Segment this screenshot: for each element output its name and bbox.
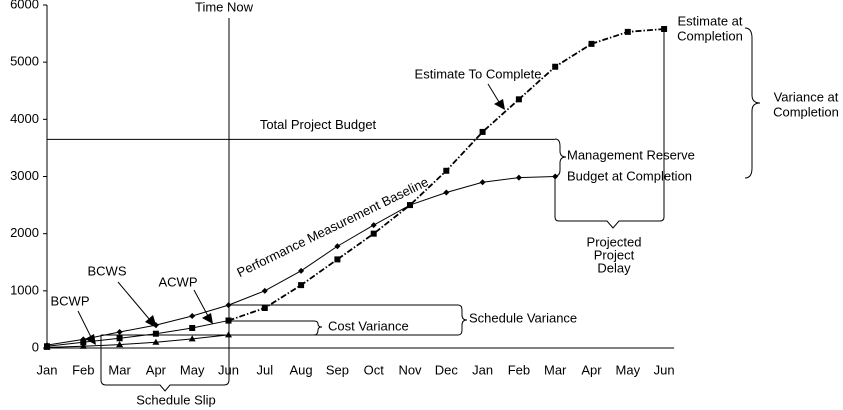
x-tick-label: Oct <box>364 362 385 377</box>
x-tick-label: Dec <box>435 362 459 377</box>
x-tick-label: Apr <box>146 362 167 377</box>
etc-arrow-head <box>494 99 505 110</box>
annotation: Completion <box>773 104 839 119</box>
point <box>443 189 450 196</box>
point <box>225 302 232 309</box>
annotation: Projected <box>587 234 642 249</box>
point <box>479 179 486 186</box>
schedule-variance-brace <box>229 304 468 336</box>
annotation: Schedule Slip <box>136 392 216 407</box>
point <box>43 343 51 350</box>
annotation: Budget at Completion <box>567 168 692 183</box>
point <box>225 317 232 324</box>
point <box>225 331 232 338</box>
x-tick-label: May <box>180 362 205 377</box>
annotation: Management Reserve <box>567 147 695 162</box>
point <box>515 96 522 103</box>
annotation: Project <box>594 247 635 262</box>
point <box>80 339 87 346</box>
variance-at-completion-brace <box>744 27 761 179</box>
point <box>479 128 486 135</box>
point <box>298 267 305 274</box>
bcwp-arrow <box>77 310 92 338</box>
point <box>116 335 123 342</box>
point <box>661 26 668 33</box>
y-tick-label: 4000 <box>10 111 39 126</box>
bcwp-label: BCWP <box>51 293 90 308</box>
annotation: Variance at <box>774 89 839 104</box>
x-tick-label: Apr <box>581 362 602 377</box>
budget-label: Total Project Budget <box>260 117 377 132</box>
point <box>261 287 268 294</box>
point <box>116 341 124 348</box>
y-tick-label: 2000 <box>10 225 39 240</box>
y-tick-label: 3000 <box>10 168 39 183</box>
bcwp-arrow-head <box>85 334 96 345</box>
x-tick-label: Jun <box>654 362 675 377</box>
point <box>334 256 341 263</box>
series-line <box>46 320 229 347</box>
point <box>334 243 341 250</box>
x-tick-label: Sep <box>326 362 349 377</box>
x-tick-label: Jul <box>256 362 273 377</box>
x-tick-label: Jan <box>37 362 58 377</box>
x-tick-label: Jun <box>218 362 239 377</box>
x-tick-label: Mar <box>544 362 567 377</box>
cost-variance-brace <box>229 320 323 336</box>
point <box>370 230 377 237</box>
point <box>152 322 159 329</box>
x-tick-label: May <box>616 362 641 377</box>
annotation: Schedule Variance <box>469 310 577 325</box>
point <box>407 202 413 209</box>
point <box>552 63 559 70</box>
x-tick-label: Feb <box>72 362 94 377</box>
x-tick-label: Aug <box>290 362 313 377</box>
acwp-label: ACWP <box>159 274 198 289</box>
point <box>152 338 160 345</box>
x-tick-label: Feb <box>508 362 530 377</box>
point <box>552 173 559 180</box>
point <box>79 342 87 349</box>
x-tick-label: Mar <box>108 362 131 377</box>
y-tick-label: 0 <box>32 339 39 354</box>
point <box>624 28 631 35</box>
x-tick-label: Nov <box>398 362 422 377</box>
series-line <box>46 334 229 348</box>
point <box>116 328 123 335</box>
bcws-label: BCWS <box>88 263 127 278</box>
projected-delay-bracket <box>554 28 665 229</box>
point <box>261 304 268 311</box>
point <box>188 335 196 342</box>
annotation: Performance Measurement Baseline <box>234 174 430 280</box>
point <box>152 330 159 337</box>
y-tick-label: 5000 <box>10 54 39 69</box>
annotation: Time Now <box>195 0 254 14</box>
point <box>588 40 595 47</box>
annotation: Completion <box>677 28 743 43</box>
annotation: Cost Variance <box>328 318 409 333</box>
etc-arrow <box>487 83 500 103</box>
bcws-arrow <box>117 281 151 321</box>
point <box>370 222 377 229</box>
point <box>298 282 305 289</box>
etc-label: Estimate To Complete <box>415 66 542 81</box>
y-tick-label: 6000 <box>10 0 39 11</box>
schedule-slip-brace <box>100 335 230 392</box>
x-tick-label: Jan <box>472 362 493 377</box>
management-reserve-brace <box>554 138 567 177</box>
point <box>189 324 196 331</box>
y-tick-label: 1000 <box>10 282 39 297</box>
acwp-arrow-head <box>202 313 213 324</box>
annotation: Estimate at <box>677 13 742 28</box>
point <box>515 174 522 181</box>
annotation: Delay <box>597 260 631 275</box>
point <box>443 167 450 174</box>
brackets <box>100 18 761 392</box>
point <box>189 312 196 319</box>
